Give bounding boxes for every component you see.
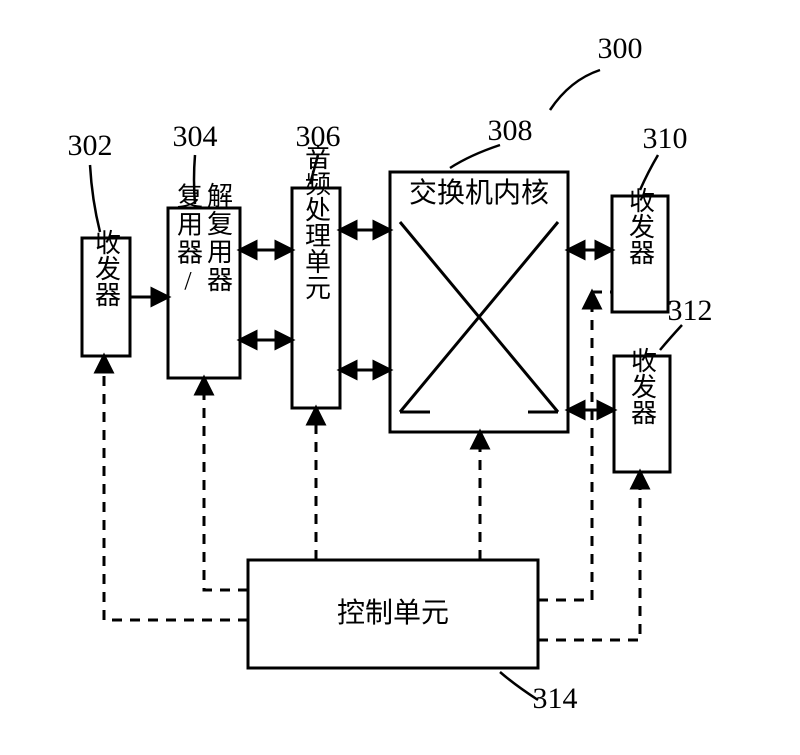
block-308: 交换机内核 [390, 172, 568, 432]
ctrl-302 [104, 356, 248, 620]
svg-text:收发器: 收发器 [92, 229, 121, 307]
system-ref-num: 300 [598, 32, 643, 65]
callout-300 [550, 70, 600, 110]
ref-302: 302 [68, 129, 113, 162]
svg-text:音频处理单元: 音频处理单元 [302, 144, 331, 300]
callout-310 [640, 155, 658, 190]
ref-310: 310 [643, 122, 688, 155]
callout-308 [450, 145, 500, 168]
ref-314: 314 [533, 682, 578, 715]
block-314: 控制单元 [248, 560, 538, 668]
svg-text:交换机内核: 交换机内核 [409, 177, 549, 209]
callout-304 [194, 155, 195, 204]
ref-304: 304 [173, 120, 218, 153]
ctrl-310-vert [538, 292, 592, 600]
block-306: 音频处理单元 [292, 144, 340, 408]
ref-308: 308 [488, 114, 533, 147]
ctrl-312 [538, 472, 640, 640]
ref-312: 312 [668, 294, 713, 327]
ref-306: 306 [296, 120, 341, 153]
callout-312 [660, 325, 682, 350]
block-310: 收发器 [612, 187, 668, 312]
svg-text:复用器/: 复用器/ [174, 182, 203, 297]
block-302: 收发器 [82, 229, 130, 356]
ctrl-304 [204, 378, 248, 590]
svg-text:解复用器: 解复用器 [204, 182, 233, 294]
block-312: 收发器 [614, 347, 670, 472]
svg-text:控制单元: 控制单元 [337, 597, 449, 629]
svg-text:收发器: 收发器 [626, 187, 655, 265]
svg-text:收发器: 收发器 [628, 347, 657, 425]
block-304: 复用器/ 解复用器 [168, 182, 240, 378]
callout-302 [90, 165, 100, 232]
